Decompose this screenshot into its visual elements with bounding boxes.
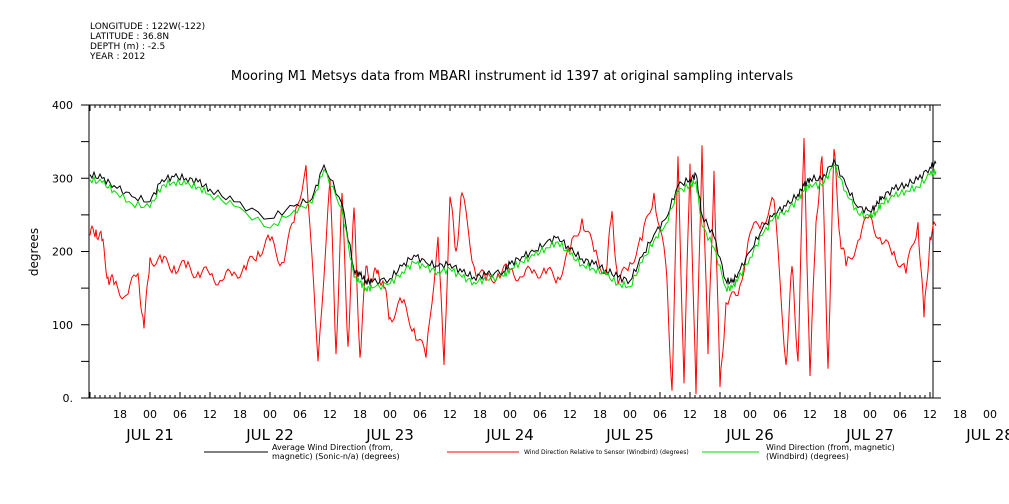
x-tick-label: 12 (203, 408, 217, 421)
x-tick-label: 12 (923, 408, 937, 421)
x-tick-label: 00 (983, 408, 997, 421)
x-tick-label: 00 (383, 408, 397, 421)
year-label: YEAR : 2012 (90, 52, 146, 62)
legend-label: Wind Direction Relative to Sensor (Windb… (524, 449, 689, 456)
date-label: JUL 22 (245, 426, 294, 444)
y-tick-label: 0. (63, 392, 74, 405)
series-line (89, 158, 937, 287)
x-tick-label: 18 (953, 408, 967, 421)
x-tick-label: 00 (743, 408, 757, 421)
date-label: JUL 27 (845, 426, 894, 444)
x-tick-labels: 18 00 06 12 18 00 06 12 18 00 06 12 18 00 06 12 18 00 06 12… (113, 408, 997, 421)
legend-label: Average Wind Direction (from, magnetic) (… (272, 443, 400, 461)
x-tick-label: 18 (713, 408, 727, 421)
latitude-label: LATITUDE : 36.8N (90, 32, 170, 42)
legend: Average Wind Direction (from, magnetic) (… (204, 443, 895, 461)
x-tick-label: 18 (473, 408, 487, 421)
legend-label: Wind Direction (from, magnetic) (Windbird… (766, 443, 895, 461)
y-tick-label: 200 (52, 246, 73, 259)
x-tick-label: 12 (443, 408, 457, 421)
y-axis-label: degrees (27, 228, 41, 276)
x-tick-label: 00 (143, 408, 157, 421)
y-tick-label: 400 (52, 99, 73, 112)
x-tick-label: 00 (623, 408, 637, 421)
x-tick-label: 06 (653, 408, 667, 421)
date-label: JUL 28 (965, 426, 1009, 444)
x-tick-label: 06 (893, 408, 907, 421)
x-tick-label: 18 (233, 408, 247, 421)
depth-label: DEPTH (m) : -2.5 (90, 42, 166, 52)
x-tick-label: 18 (113, 408, 127, 421)
y-tick-labels: 0. 100 200 300 400 (52, 99, 73, 405)
date-label: JUL 21 (125, 426, 174, 444)
x-tick-label: 18 (833, 408, 847, 421)
chart-title: Mooring M1 Metsys data from MBARI instru… (231, 69, 793, 84)
y-tick-label: 100 (52, 319, 73, 332)
x-tick-label: 06 (413, 408, 427, 421)
x-tick-label: 00 (863, 408, 877, 421)
y-tick-label: 300 (52, 172, 73, 185)
date-labels: JUL 21 JUL 22 JUL 23 JUL 24 JUL 25 JUL 26 JUL … (125, 426, 1009, 444)
x-tick-label: 06 (773, 408, 787, 421)
date-label: JUL 25 (605, 426, 654, 444)
date-label: JUL 26 (725, 426, 774, 444)
longitude-label: LONGITUDE : 122W(-122) (90, 22, 206, 32)
x-tick-label: 18 (353, 408, 367, 421)
x-tick-label: 12 (323, 408, 337, 421)
axis-ticks (81, 104, 941, 399)
x-tick-label: 12 (683, 408, 697, 421)
series-line (89, 164, 937, 292)
x-tick-label: 06 (293, 408, 307, 421)
date-label: JUL 23 (365, 426, 414, 444)
series-line (89, 137, 937, 395)
x-tick-label: 12 (563, 408, 577, 421)
x-tick-label: 06 (173, 408, 187, 421)
x-tick-label: 00 (263, 408, 277, 421)
x-tick-label: 00 (503, 408, 517, 421)
series-lines (89, 137, 937, 395)
x-tick-label: 06 (533, 408, 547, 421)
date-label: JUL 24 (485, 426, 534, 444)
x-tick-label: 18 (593, 408, 607, 421)
x-tick-label: 12 (803, 408, 817, 421)
